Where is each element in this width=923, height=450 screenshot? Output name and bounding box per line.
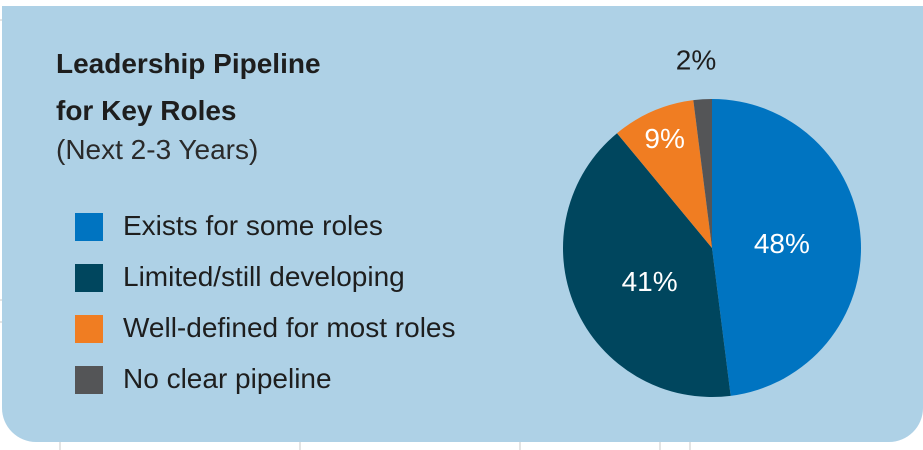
chart-title-line-1: Leadership Pipeline [56, 48, 321, 79]
pie-slice-exists [712, 99, 862, 396]
pie-slice-no-clear [693, 99, 712, 248]
legend-label-limited: Limited/still developing [123, 261, 405, 292]
pie-label-no-clear: 2% [676, 45, 716, 76]
legend-label-exists: Exists for some roles [123, 210, 383, 241]
chart-title: Leadership Pipeline for Key Roles [56, 40, 321, 134]
chart-title-line-2: for Key Roles [56, 95, 237, 126]
legend-swatch-exists [75, 213, 103, 241]
pie-label-well-defined: 9% [644, 123, 684, 154]
pie-label-exists: 48% [754, 228, 810, 259]
legend-label-no-clear: No clear pipeline [123, 363, 332, 394]
pie-label-limited: 41% [622, 266, 678, 297]
legend-label-well-defined: Well-defined for most roles [123, 312, 456, 343]
pie-slice-well-defined [617, 100, 712, 248]
legend-swatch-limited [75, 264, 103, 292]
legend-swatch-well-defined [75, 315, 103, 343]
legend-swatch-no-clear [75, 366, 103, 394]
pie-slice-limited [562, 133, 731, 397]
chart-subtitle: (Next 2-3 Years) [56, 134, 259, 165]
